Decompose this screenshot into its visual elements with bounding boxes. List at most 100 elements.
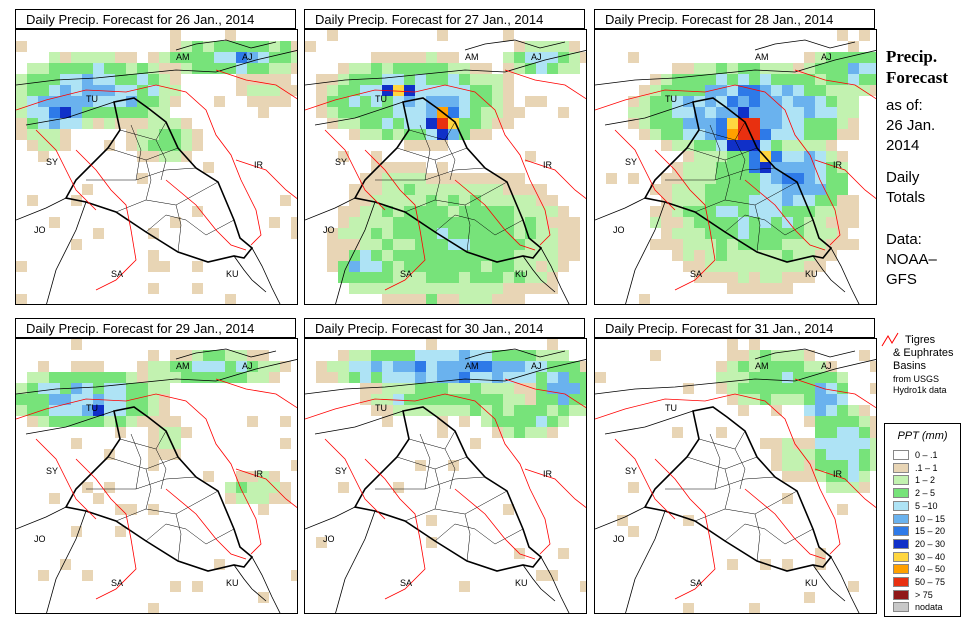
precip-cell — [437, 250, 448, 261]
precip-cell — [558, 350, 569, 361]
precip-cell — [536, 427, 547, 438]
precip-cell — [492, 107, 503, 118]
province-line — [115, 181, 219, 213]
precip-cell — [247, 63, 258, 74]
precip-cell — [437, 52, 448, 63]
precip-cell — [280, 74, 291, 85]
country-label-am: AM — [755, 52, 769, 62]
basin-line — [16, 84, 262, 246]
precip-cell — [793, 162, 804, 173]
precip-cell — [415, 206, 426, 217]
precip-cell — [782, 107, 793, 118]
precip-cell — [760, 383, 771, 394]
precip-cell — [859, 449, 870, 460]
precip-cell — [371, 151, 382, 162]
precip-cell — [71, 107, 82, 118]
precip-cell — [448, 350, 459, 361]
precip-cell — [650, 239, 661, 250]
precip-cell — [415, 107, 426, 118]
precip-cell — [148, 460, 159, 471]
precip-cell — [525, 184, 536, 195]
precip-cell — [371, 250, 382, 261]
precip-cell — [650, 206, 661, 217]
precip-cell — [859, 52, 870, 63]
precip-cell — [793, 140, 804, 151]
precip-cell — [470, 272, 481, 283]
precip-cell — [848, 52, 859, 63]
precip-cell — [269, 85, 280, 96]
precip-cell — [837, 74, 848, 85]
precip-cell — [214, 372, 225, 383]
precip-cell — [71, 361, 82, 372]
precip-cell — [492, 206, 503, 217]
precip-cell — [280, 63, 291, 74]
precip-cell — [503, 184, 514, 195]
precip-cell — [426, 118, 437, 129]
precip-cell — [38, 394, 49, 405]
precip-cell — [236, 74, 247, 85]
country-label-am: AM — [465, 52, 479, 62]
precip-cell — [481, 383, 492, 394]
precip-cell — [837, 96, 848, 107]
precip-cell — [815, 438, 826, 449]
precip-cell — [269, 63, 280, 74]
precip-cell — [360, 228, 371, 239]
boundary-kuwait — [233, 255, 267, 293]
precip-cell — [837, 162, 848, 173]
precip-cell — [437, 195, 448, 206]
precip-cell — [49, 129, 60, 140]
precip-cell — [782, 239, 793, 250]
precip-cell — [837, 195, 848, 206]
precip-cell — [137, 107, 148, 118]
precip-cell — [492, 372, 503, 383]
precip-cell — [415, 405, 426, 416]
precip-cell — [269, 372, 280, 383]
precip-map-26jan: AM AJ TU SY IR JO SA KU — [15, 29, 298, 305]
precip-cell — [225, 372, 236, 383]
precip-cell — [771, 405, 782, 416]
precip-cell — [104, 416, 115, 427]
precip-cell — [38, 118, 49, 129]
precip-cell — [760, 74, 771, 85]
precip-cell — [159, 449, 170, 460]
province-line — [694, 181, 798, 213]
legend-swatch — [893, 602, 909, 613]
precip-cell — [426, 184, 437, 195]
precip-cell — [338, 118, 349, 129]
precip-cell — [360, 383, 371, 394]
basin-line — [165, 179, 247, 251]
basin-line — [595, 393, 841, 555]
precip-cell — [815, 151, 826, 162]
precip-cell — [327, 85, 338, 96]
precip-cell — [716, 261, 727, 272]
boundary-jordan — [16, 506, 67, 530]
precip-cell — [137, 361, 148, 372]
precip-cell — [393, 250, 404, 261]
legend-label: 1 – 2 — [915, 475, 936, 486]
legend-swatch — [893, 500, 909, 511]
precip-cell — [749, 96, 760, 107]
precip-cell — [705, 107, 716, 118]
precip-cell — [558, 372, 569, 383]
precip-cell — [393, 261, 404, 272]
precip-cell — [815, 372, 826, 383]
country-label-ir: IR — [254, 160, 264, 170]
precip-cell — [569, 383, 580, 394]
precip-cell — [148, 361, 159, 372]
boundary-am_aj — [175, 348, 277, 360]
legend-class: 50 – 75 — [893, 577, 959, 588]
precip-cell — [247, 74, 258, 85]
precip-cell — [371, 239, 382, 250]
boundary-tu_north — [305, 359, 586, 395]
precip-cell — [236, 361, 247, 372]
precip-cell — [804, 460, 815, 471]
precip-cell — [727, 151, 738, 162]
precip-cell — [514, 405, 525, 416]
precip-cell — [393, 283, 404, 294]
precip-cell — [639, 85, 650, 96]
precip-cell — [126, 107, 137, 118]
precip-cell — [426, 405, 437, 416]
precip-cell — [694, 151, 705, 162]
boundary-am_aj — [754, 39, 856, 51]
